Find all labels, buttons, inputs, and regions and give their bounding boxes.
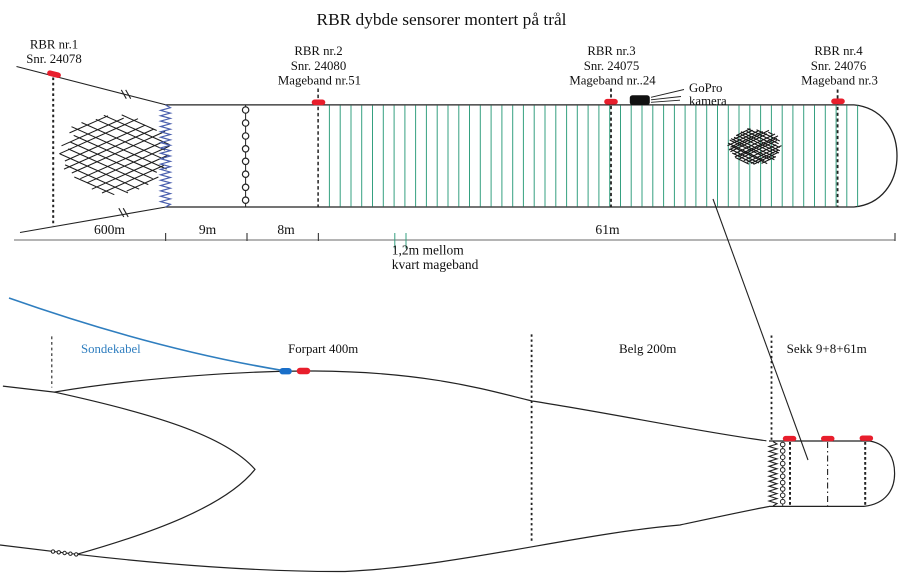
svg-text:Belg 200m: Belg 200m — [619, 341, 676, 356]
svg-text:Forpart 400m: Forpart 400m — [288, 342, 358, 356]
svg-text:GoPro: GoPro — [689, 81, 722, 95]
svg-text:9m: 9m — [199, 222, 217, 237]
svg-text:61m: 61m — [595, 222, 620, 237]
svg-text:RBR nr.2: RBR nr.2 — [294, 44, 342, 58]
svg-text:Snr. 24080: Snr. 24080 — [291, 59, 346, 73]
svg-text:Mageband nr.3: Mageband nr.3 — [801, 74, 878, 88]
svg-text:kvart mageband: kvart mageband — [392, 257, 479, 272]
svg-text:Sondekabel: Sondekabel — [81, 342, 141, 356]
svg-text:Mageband nr.51: Mageband nr.51 — [278, 74, 361, 88]
svg-text:Snr. 24076: Snr. 24076 — [811, 59, 867, 73]
svg-text:RBR nr.1: RBR nr.1 — [30, 38, 78, 52]
svg-text:RBR nr.3: RBR nr.3 — [587, 44, 635, 58]
svg-text:Sekk 9+8+61m: Sekk 9+8+61m — [787, 341, 867, 356]
svg-text:Mageband nr..24: Mageband nr..24 — [569, 74, 656, 88]
svg-text:600m: 600m — [94, 222, 125, 237]
svg-text:Snr. 24075: Snr. 24075 — [584, 59, 639, 73]
svg-text:RBR dybde sensorer montert på: RBR dybde sensorer montert på trål — [317, 10, 567, 29]
svg-text:kamera: kamera — [689, 94, 727, 108]
svg-text:1,2m mellom: 1,2m mellom — [392, 242, 464, 257]
svg-text:Snr. 24078: Snr. 24078 — [26, 52, 81, 66]
svg-text:8m: 8m — [277, 222, 295, 237]
svg-text:RBR nr.4: RBR nr.4 — [814, 44, 863, 58]
